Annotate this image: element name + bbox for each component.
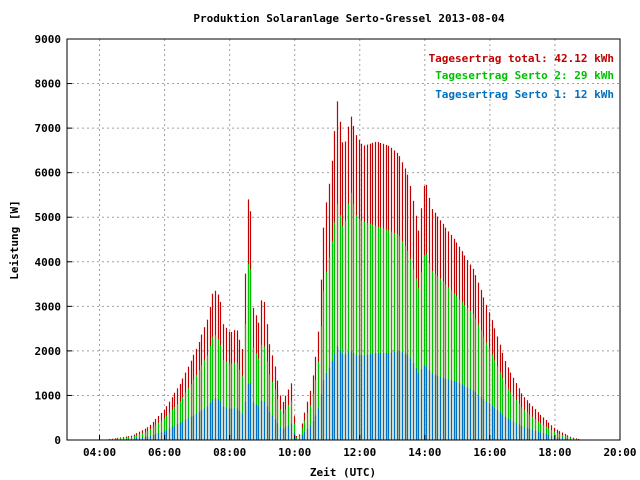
y-tick-label: 0 xyxy=(54,434,61,447)
y-tick-label: 4000 xyxy=(35,256,62,269)
x-tick-label: 10:00 xyxy=(278,446,311,459)
y-tick-label: 3000 xyxy=(35,300,62,313)
y-tick-label: 5000 xyxy=(35,211,62,224)
y-tick-label: 7000 xyxy=(35,122,62,135)
legend-item-total: Tagesertrag total: 42.12 kWh xyxy=(429,52,614,65)
y-tick-label: 1000 xyxy=(35,389,62,402)
y-tick-label: 8000 xyxy=(35,78,62,91)
legend-item-serto-2: Tagesertrag Serto 2: 29 kWh xyxy=(435,69,614,82)
y-tick-label: 9000 xyxy=(35,33,62,46)
x-tick-label: 18:00 xyxy=(538,446,571,459)
y-tick-label: 2000 xyxy=(35,345,62,358)
x-tick-label: 08:00 xyxy=(213,446,246,459)
series-serto-1 xyxy=(108,346,583,440)
legend: Tagesertrag total: 42.12 kWh Tagesertrag… xyxy=(429,52,614,101)
plot-frame xyxy=(66,38,621,441)
y-axis-title: Leistung [W] xyxy=(8,200,21,279)
x-tick-label: 20:00 xyxy=(603,446,636,459)
x-tick-label: 16:00 xyxy=(473,446,506,459)
x-tick-label: 14:00 xyxy=(408,446,441,459)
axes: 04:00 06:00 08:00 10:00 12:00 14:00 16:00 18:00… xyxy=(35,33,637,459)
x-axis-title: Zeit (UTC) xyxy=(310,466,376,479)
x-tick-label: 12:00 xyxy=(343,446,376,459)
chart-title: Produktion Solaranlage Serto-Gressel 201… xyxy=(193,12,505,25)
legend-item-serto-1: Tagesertrag Serto 1: 12 kWh xyxy=(435,88,614,101)
y-tick-label: 6000 xyxy=(35,167,62,180)
x-tick-label: 06:00 xyxy=(148,446,181,459)
x-tick-label: 04:00 xyxy=(83,446,116,459)
